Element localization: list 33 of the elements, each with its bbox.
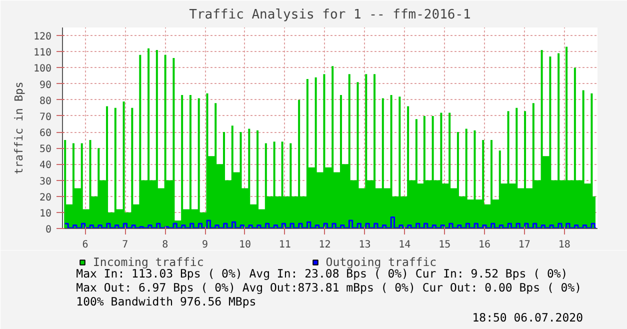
x-tick-label: 6 [82,240,88,250]
x-tick-label: 8 [162,240,168,250]
legend-label: Outgoing traffic [326,255,437,269]
x-tick-label: 12 [318,240,331,250]
y-tick-label: 20 [39,192,52,204]
text: 100% Bandwidth 976.56 MBps [76,294,256,308]
x-tick-label: 10 [238,240,251,250]
y-tick-label: 0 [45,224,52,236]
y-tick-label: 50 [39,144,52,156]
y-tick-label: 100 [33,64,52,75]
chart-title: Traffic Analysis for 1 -- ffm-2016-1 [189,8,471,22]
y-tick-label: 60 [39,128,52,140]
x-tick-label: 13 [358,240,371,250]
y-tick-label: 120 [33,32,52,43]
x-tick-label: 18 [558,240,570,250]
y-tick-label: 80 [39,96,52,107]
y-tick-label: 90 [39,80,52,91]
text: Max Out: 6.97 Bps ( 0%) Avg Out:873.81 mBps ( 0%) Cur Out: 0.00 Bps ( 0%) [76,280,582,294]
text: 18:50 06.07.2020 [472,310,584,324]
y-tick-label: 30 [39,176,52,188]
y-tick-label: 10 [39,208,52,220]
x-tick-label: 11 [278,240,291,250]
y-tick-label: 110 [33,48,52,59]
legend-label: Incoming traffic [93,255,204,269]
x-tick-label: 17 [518,240,530,250]
y-tick-label: 70 [39,112,52,123]
y-tick-label: 40 [39,160,52,172]
x-tick-label: 15 [438,240,451,250]
x-tick-label: 9 [202,240,208,250]
x-tick-label: 7 [122,240,128,250]
x-tick-label: 14 [398,240,411,250]
x-tick-label: 16 [478,240,491,250]
y-axis-title: traffic in Bps [12,82,26,174]
